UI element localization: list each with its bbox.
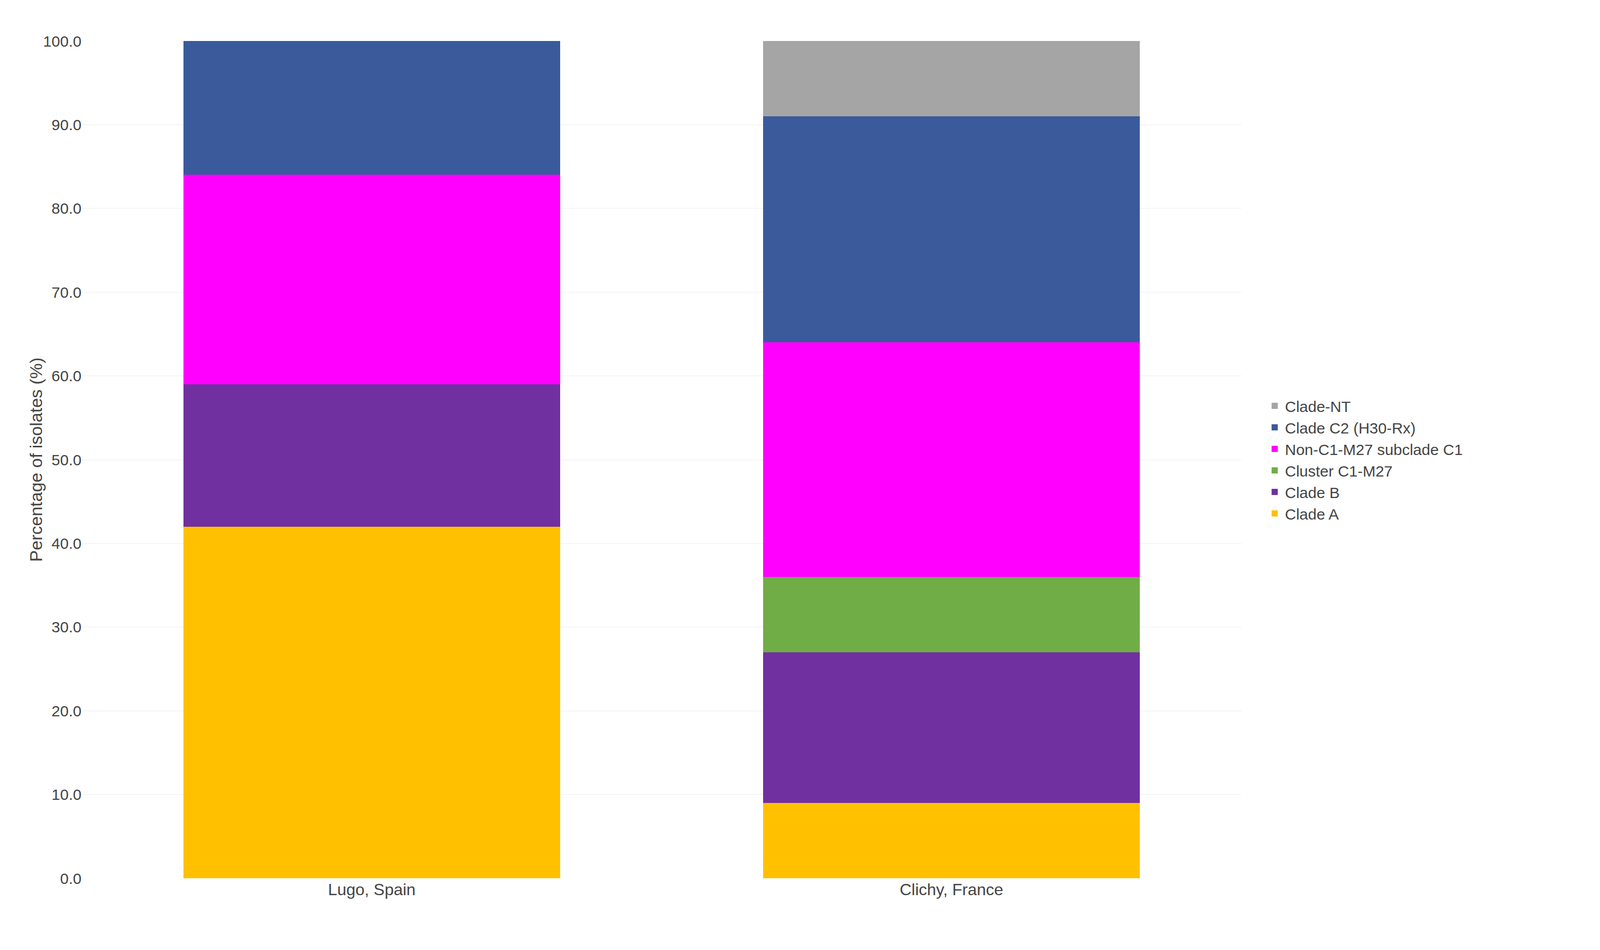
svg-text:30.0: 30.0 bbox=[51, 618, 82, 636]
svg-text:Lugo, Spain: Lugo, Spain bbox=[327, 880, 416, 899]
svg-text:Clade C2 (H30-Rx): Clade C2 (H30-Rx) bbox=[1284, 419, 1416, 437]
svg-text:Cluster C1-M27: Cluster C1-M27 bbox=[1284, 462, 1393, 480]
svg-text:0.0: 0.0 bbox=[59, 870, 82, 888]
svg-text:Clade B: Clade B bbox=[1284, 484, 1340, 502]
svg-text:Clichy, France: Clichy, France bbox=[899, 880, 1003, 899]
svg-text:80.0: 80.0 bbox=[51, 199, 82, 217]
svg-text:100.0: 100.0 bbox=[43, 32, 82, 50]
svg-text:Clade-NT: Clade-NT bbox=[1284, 398, 1351, 416]
svg-text:10.0: 10.0 bbox=[51, 786, 82, 804]
svg-text:70.0: 70.0 bbox=[51, 283, 82, 301]
svg-text:Clade A: Clade A bbox=[1284, 505, 1339, 523]
svg-text:40.0: 40.0 bbox=[51, 535, 82, 552]
svg-text:50.0: 50.0 bbox=[51, 451, 82, 469]
svg-text:20.0: 20.0 bbox=[51, 702, 82, 720]
svg-text:60.0: 60.0 bbox=[51, 367, 82, 385]
svg-text:90.0: 90.0 bbox=[51, 116, 82, 134]
svg-text:Percentage of isolates (%): Percentage of isolates (%) bbox=[26, 357, 46, 563]
svg-text:Non-C1-M27 subclade C1: Non-C1-M27 subclade C1 bbox=[1284, 441, 1463, 459]
